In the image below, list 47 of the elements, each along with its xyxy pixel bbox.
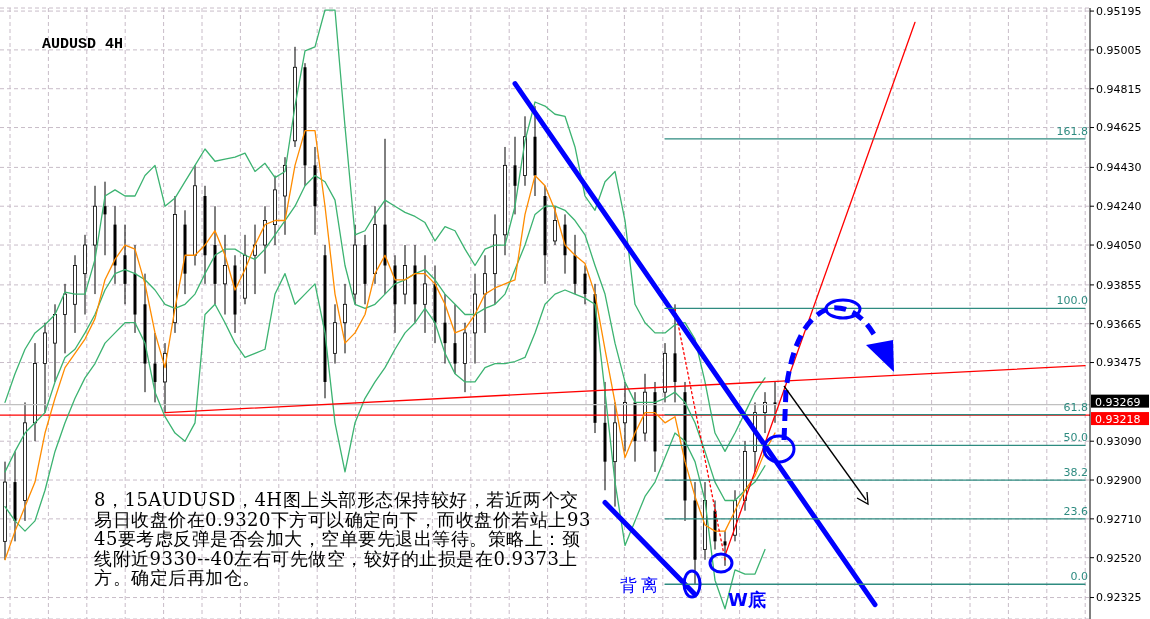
y-tick-label: 0.94430 bbox=[1096, 161, 1142, 175]
candlestick bbox=[583, 264, 587, 305]
series-label: 0.0 bbox=[1070, 570, 1088, 584]
series-label: 38.2 bbox=[1063, 466, 1088, 480]
y-tick-label: 0.93665 bbox=[1096, 317, 1142, 331]
candlestick bbox=[443, 293, 447, 365]
candlestick bbox=[763, 391, 767, 434]
series-label: 161.8 bbox=[1056, 124, 1088, 138]
y-tick-label: 0.94240 bbox=[1096, 200, 1142, 214]
ref-line-label: 0.93218 bbox=[1095, 413, 1141, 427]
candlestick bbox=[513, 136, 517, 215]
candlestick bbox=[63, 283, 67, 354]
y-tick-label: 0.95005 bbox=[1096, 43, 1142, 57]
candlestick bbox=[553, 205, 557, 246]
annotation: 背离 bbox=[620, 574, 662, 597]
line-series bbox=[4, 9, 766, 453]
ref-line-label: 0.93269 bbox=[1095, 395, 1141, 409]
candlestick bbox=[343, 283, 347, 354]
candlestick bbox=[103, 181, 107, 256]
y-tick-label: 0.94815 bbox=[1096, 82, 1142, 96]
candlestick bbox=[253, 224, 257, 295]
y-tick-label: 0.93475 bbox=[1096, 356, 1142, 370]
candlestick bbox=[773, 381, 777, 424]
y-tick-label: 0.93855 bbox=[1096, 278, 1142, 292]
y-tick-label: 0.92325 bbox=[1096, 591, 1142, 605]
annotation: W底 bbox=[728, 588, 766, 612]
series-label: 23.6 bbox=[1063, 504, 1088, 518]
y-tick-label: 0.94625 bbox=[1096, 121, 1142, 135]
y-tick-label: 0.95195 bbox=[1096, 4, 1142, 18]
candlestick bbox=[453, 303, 457, 375]
candlestick bbox=[483, 254, 487, 334]
y-tick-label: 0.92520 bbox=[1096, 551, 1142, 565]
series-label: 50.0 bbox=[1063, 431, 1088, 445]
annotation: 8，15AUDUSD，4H图上头部形态保持较好，若近两个交易日收盘价在0.9320下方可以确定向下，而收盘价若站上9345要考虑反弹是否会加大，空单要先退出等待。策略上：颈线附近9330--40左右可先做空，较好的止损是在0.9373上方。确定后再加仓。 bbox=[94, 489, 592, 588]
series-label: 100.0 bbox=[1056, 294, 1088, 308]
y-tick-label: 0.94050 bbox=[1096, 238, 1142, 252]
series-label: 61.8 bbox=[1063, 400, 1088, 414]
candlestick bbox=[423, 254, 427, 334]
candlestick bbox=[223, 234, 227, 316]
candlestick bbox=[153, 332, 157, 403]
line-series bbox=[4, 273, 766, 610]
y-tick-label: 0.92710 bbox=[1096, 512, 1142, 526]
candlestick bbox=[623, 381, 627, 452]
y-tick-label: 0.93090 bbox=[1096, 435, 1142, 449]
y-tick-label: 0.92900 bbox=[1096, 473, 1142, 487]
text: AUDUSD 4H bbox=[42, 36, 124, 53]
candlestick bbox=[723, 530, 727, 567]
